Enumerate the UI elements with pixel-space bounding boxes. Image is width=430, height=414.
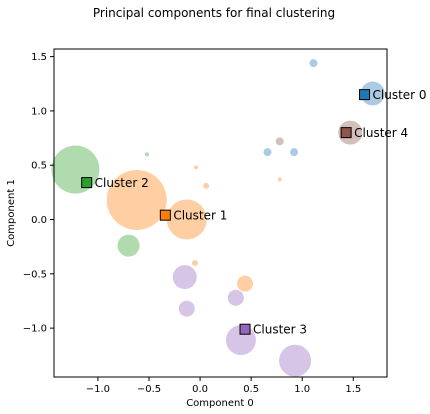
cluster-3-point-3 xyxy=(227,289,244,306)
points-layer xyxy=(51,59,385,377)
cluster-1-point-0 xyxy=(106,169,167,230)
x-tick-label-1: −0.5 xyxy=(137,384,161,395)
x-tick-label-4: 1.0 xyxy=(294,384,310,395)
cluster-4-point-1 xyxy=(275,137,284,146)
cluster-2-label: Cluster 2 xyxy=(95,176,149,190)
cluster-1-point-2 xyxy=(203,182,210,189)
cluster-1-point-1 xyxy=(166,199,207,240)
cluster-1-point-5 xyxy=(191,259,198,266)
cluster-0-point-1 xyxy=(309,59,318,68)
y-tick-label-2: 0.0 xyxy=(31,215,47,226)
x-tick-label-2: 0.0 xyxy=(192,384,208,395)
cluster-0-center-marker xyxy=(359,89,371,101)
cluster-1-point-6 xyxy=(237,275,254,292)
cluster-2-point-1 xyxy=(117,234,140,257)
cluster-4-center-marker xyxy=(340,127,352,139)
cluster-3-point-1 xyxy=(279,344,312,377)
cluster-1-point-4 xyxy=(277,177,282,182)
centers-layer: Cluster 0 Cluster 1 Cluster 2 Cluster 3 Clus… xyxy=(81,88,427,337)
cluster-4-label: Cluster 4 xyxy=(354,126,408,140)
x-tick-label-5: 1.5 xyxy=(345,384,361,395)
x-axis-label: Component 0 xyxy=(186,398,254,409)
y-tick-label-1: −0.5 xyxy=(23,269,47,280)
cluster-1-label: Cluster 1 xyxy=(173,209,227,223)
cluster-3-point-4 xyxy=(178,300,195,317)
cluster-3-label: Cluster 3 xyxy=(253,323,307,337)
cluster-1-center-marker xyxy=(159,209,171,221)
cluster-2-point-0 xyxy=(51,145,100,194)
cluster-3-center-marker xyxy=(239,323,251,335)
chart-title: Principal components for final clusterin… xyxy=(93,6,335,20)
y-tick-label-4: 1.0 xyxy=(31,106,47,117)
ticks-layer: −1.0 −0.5 0.0 0.5 1.0 1.5 −1.0 −0.5 0.0 0.5 1.0 1.5 xyxy=(23,52,362,395)
cluster-2-center-marker xyxy=(81,177,93,189)
y-tick-label-3: 0.5 xyxy=(31,161,47,172)
cluster-0-point-3 xyxy=(263,148,272,157)
x-tick-label-0: −1.0 xyxy=(86,384,110,395)
y-axis-label: Component 1 xyxy=(6,179,17,247)
cluster-2-point-2 xyxy=(144,152,149,157)
cluster-0-point-2 xyxy=(290,148,299,157)
x-tick-label-3: 0.5 xyxy=(243,384,259,395)
cluster-3-point-2 xyxy=(172,265,197,290)
y-tick-label-5: 1.5 xyxy=(31,52,47,63)
cluster-1-point-3 xyxy=(193,165,198,170)
plot-frame xyxy=(53,48,388,378)
cluster-0-label: Cluster 0 xyxy=(373,88,427,102)
y-tick-label-0: −1.0 xyxy=(23,324,47,335)
